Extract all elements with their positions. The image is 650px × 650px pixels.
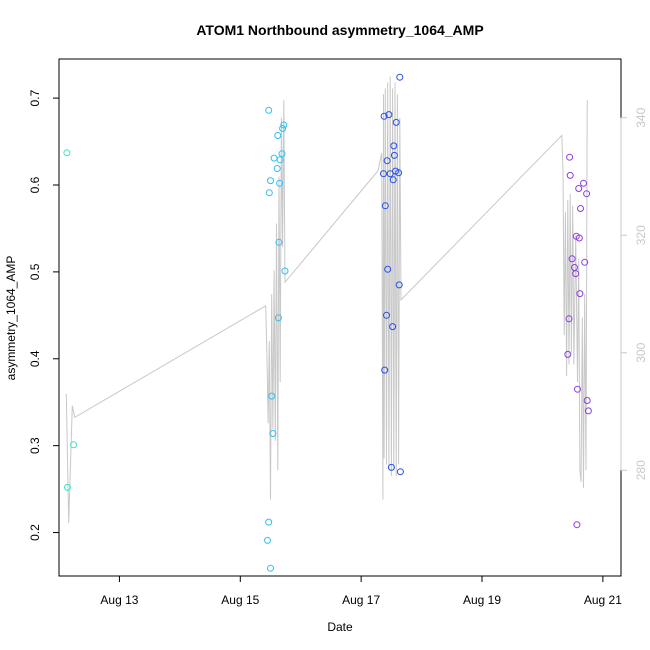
data-point-30 [386,170,394,178]
secondary-line-layer [65,76,588,524]
data-point-5 [265,518,273,526]
data-point-40 [396,73,404,81]
x-axis: Aug 13 Aug 15 Aug 17 Aug 19 Aug 21 [100,575,622,607]
x-tick-label-2: Aug 17 [342,593,380,607]
data-point-48 [572,270,580,278]
data-point-17 [276,156,284,164]
data-point-46 [568,255,576,263]
y-tick-label-2: 0.4 [28,350,42,367]
data-point-37 [392,118,400,126]
data-point-25 [381,202,389,210]
y-tick-label-1: 0.3 [28,437,42,454]
data-point-51 [574,385,581,393]
data-point-52 [575,185,583,192]
y2-axis: 280 300 320 340 [620,107,648,480]
data-point-43 [565,315,573,323]
data-point-1 [64,483,71,491]
data-point-19 [279,125,287,132]
data-point-59 [583,397,591,404]
y-tick-label-5: 0.7 [28,89,42,106]
y2-tick-label-3: 340 [634,107,648,127]
data-point-35 [390,151,398,159]
data-point-11 [270,154,278,162]
x-tick-label-0: Aug 13 [100,593,138,607]
data-point-31 [387,463,395,471]
data-point-38 [395,169,403,177]
data-point-12 [273,165,281,172]
data-point-14 [274,314,282,322]
x-tick-label-1: Aug 15 [221,593,259,607]
data-point-9 [268,392,276,400]
data-point-8 [267,564,274,572]
data-point-18 [278,150,286,158]
data-point-13 [274,132,282,139]
y-axis-label: asymmetry_1064_AMP [4,256,18,381]
data-point-57 [581,258,589,266]
data-point-33 [389,176,397,184]
x-tick-label-4: Aug 21 [584,593,622,607]
data-point-23 [380,112,388,120]
data-point-0 [63,149,71,157]
plot-frame [58,58,622,577]
data-point-15 [275,238,283,246]
data-point-44 [566,153,574,161]
y-axis: 0.2 0.3 0.4 0.5 0.6 0.7 [28,89,60,541]
data-point-2 [70,441,77,449]
data-point-26 [383,311,390,319]
data-point-39 [395,281,403,289]
data-point-22 [380,170,387,178]
data-point-45 [566,171,574,179]
chart-title: ATOM1 Northbound asymmetry_1064_AMP [196,22,483,38]
y2-tick-label-0: 280 [634,460,648,480]
y-tick-label-0: 0.2 [28,524,42,541]
x-axis-label: Date [327,620,353,634]
data-point-32 [389,323,397,331]
data-point-6 [265,189,273,197]
data-point-10 [269,430,277,437]
data-point-16 [276,179,284,187]
data-point-24 [381,366,389,374]
points-layer [63,73,592,572]
data-point-58 [583,190,591,198]
x-tick-label-3: Aug 19 [463,593,501,607]
data-point-27 [383,157,391,165]
data-point-20 [280,121,288,129]
data-point-28 [384,265,392,273]
y2-tick-label-2: 320 [634,225,648,245]
data-point-4 [264,536,271,544]
data-point-41 [396,468,404,476]
data-point-7 [267,177,274,185]
data-point-60 [584,407,592,415]
data-point-50 [573,521,581,529]
data-point-55 [577,205,584,212]
data-point-54 [576,290,584,298]
y2-tick-label-1: 300 [634,342,648,362]
secondary-series-line [65,76,588,524]
data-point-53 [575,234,583,242]
data-point-21 [281,267,289,275]
data-point-29 [385,111,393,119]
y-tick-label-3: 0.5 [28,263,42,280]
data-point-34 [390,142,398,150]
data-point-42 [564,350,572,358]
data-point-56 [580,179,587,187]
data-point-3 [265,106,273,114]
y-tick-label-4: 0.6 [28,176,42,193]
